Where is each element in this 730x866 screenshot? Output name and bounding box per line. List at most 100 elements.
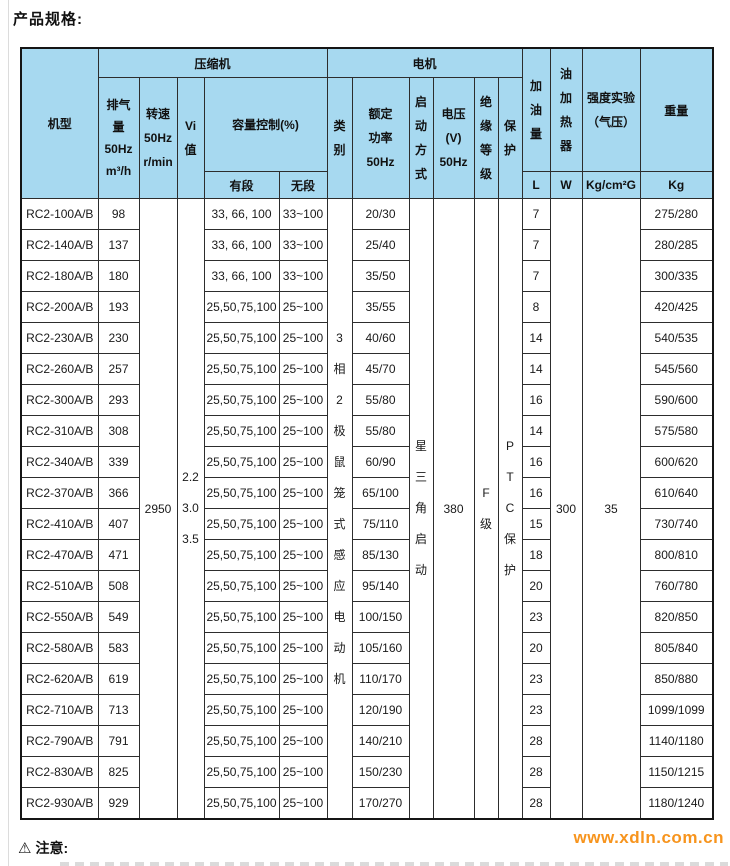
- cell-oil-charge: 28: [521, 787, 551, 820]
- header-weight: 重量: [639, 47, 714, 172]
- cell-model: RC2-180A/B: [20, 260, 99, 292]
- cell-rated-power: 20/30: [351, 198, 410, 230]
- cell-start-mode-merged: 星 三 角 启 动: [408, 198, 434, 820]
- cell-staged: 25,50,75,100: [203, 539, 280, 571]
- cell-rated-power: 140/210: [351, 725, 410, 757]
- cell-displacement: 825: [97, 756, 140, 788]
- cell-weight: 575/580: [639, 415, 714, 447]
- spec-table-body: RC2-100A/B 98 2950 2.2 3.0 3.5 33, 66, 100 33…: [20, 198, 714, 820]
- cell-model: RC2-410A/B: [20, 508, 99, 540]
- cell-rated-power: 75/110: [351, 508, 410, 540]
- table-row: RC2-230A/B 230 25,50,75,100 25~100 40/60 14 54…: [20, 322, 714, 354]
- cell-staged: 25,50,75,100: [203, 322, 280, 354]
- cell-weight: 1140/1180: [639, 725, 714, 757]
- cell-weight: 545/560: [639, 353, 714, 385]
- header-model: 机型: [20, 47, 99, 199]
- cell-displacement: 257: [97, 353, 140, 385]
- cell-staged: 25,50,75,100: [203, 694, 280, 726]
- cell-displacement: 230: [97, 322, 140, 354]
- cell-weight: 420/425: [639, 291, 714, 323]
- cell-stepless: 25~100: [278, 446, 328, 478]
- cell-weight: 275/280: [639, 198, 714, 230]
- cell-stepless: 33~100: [278, 260, 328, 292]
- cell-oil-charge: 15: [521, 508, 551, 540]
- cell-weight: 1180/1240: [639, 787, 714, 820]
- cell-model: RC2-510A/B: [20, 570, 99, 602]
- cell-staged: 25,50,75,100: [203, 570, 280, 602]
- cell-staged: 33, 66, 100: [203, 260, 280, 292]
- header-speed: 转速 50Hz r/min: [138, 77, 178, 199]
- cell-stepless: 25~100: [278, 787, 328, 820]
- header-compressor-group: 压缩机: [97, 47, 328, 78]
- unit-heater: W: [549, 171, 583, 199]
- cell-displacement: 308: [97, 415, 140, 447]
- cell-displacement: 713: [97, 694, 140, 726]
- cell-model: RC2-790A/B: [20, 725, 99, 757]
- cell-model: RC2-310A/B: [20, 415, 99, 447]
- header-protection: 保 护: [497, 77, 523, 199]
- cell-displacement: 293: [97, 384, 140, 416]
- warning-icon: ⚠: [18, 839, 32, 857]
- cell-displacement: 407: [97, 508, 140, 540]
- cell-stepless: 25~100: [278, 756, 328, 788]
- cell-stepless: 25~100: [278, 694, 328, 726]
- cell-rated-power: 110/170: [351, 663, 410, 695]
- cell-model: RC2-830A/B: [20, 756, 99, 788]
- cell-oil-heater-merged: 300: [549, 198, 583, 820]
- table-row: RC2-830A/B 825 25,50,75,100 25~100 150/230 28…: [20, 756, 714, 788]
- cell-oil-charge: 20: [521, 632, 551, 664]
- cell-stepless: 25~100: [278, 415, 328, 447]
- cell-stepless: 25~100: [278, 601, 328, 633]
- header-insulation: 绝 缘 等 级: [473, 77, 499, 199]
- table-row: RC2-340A/B 339 25,50,75,100 25~100 60/90 16 60…: [20, 446, 714, 478]
- cell-displacement: 193: [97, 291, 140, 323]
- cell-oil-charge: 23: [521, 694, 551, 726]
- header-capacity-control: 容量控制(%): [203, 77, 328, 172]
- cell-oil-charge: 23: [521, 601, 551, 633]
- cell-oil-charge: 14: [521, 353, 551, 385]
- cell-staged: 25,50,75,100: [203, 477, 280, 509]
- cell-staged: 25,50,75,100: [203, 601, 280, 633]
- cell-staged: 25,50,75,100: [203, 415, 280, 447]
- cell-model: RC2-230A/B: [20, 322, 99, 354]
- cell-displacement: 366: [97, 477, 140, 509]
- cell-model: RC2-930A/B: [20, 787, 99, 820]
- header-vi: Vi 值: [176, 77, 205, 199]
- cell-oil-charge: 14: [521, 415, 551, 447]
- header-start-mode: 启 动 方 式: [408, 77, 434, 199]
- cell-weight: 590/600: [639, 384, 714, 416]
- cell-protection-merged: P T C 保 护: [497, 198, 523, 820]
- website-link[interactable]: www.xdln.com.cn: [573, 828, 724, 847]
- cell-staged: 25,50,75,100: [203, 353, 280, 385]
- cell-rated-power: 45/70: [351, 353, 410, 385]
- cell-oil-charge: 7: [521, 260, 551, 292]
- table-row: RC2-300A/B 293 25,50,75,100 25~100 55/80 16 59…: [20, 384, 714, 416]
- cell-displacement: 471: [97, 539, 140, 571]
- cell-oil-charge: 16: [521, 446, 551, 478]
- cell-model: RC2-300A/B: [20, 384, 99, 416]
- header-displacement: 排气 量 50Hz m³/h: [97, 77, 140, 199]
- cell-category-merged: 3 相 2 极 鼠 笼 式 感 应 电 动 机: [326, 198, 353, 820]
- cell-weight: 280/285: [639, 229, 714, 261]
- cell-rated-power: 40/60: [351, 322, 410, 354]
- cell-voltage-merged: 380: [432, 198, 475, 820]
- cell-oil-charge: 14: [521, 322, 551, 354]
- table-row: RC2-140A/B 137 33, 66, 100 33~100 25/40 7 280/…: [20, 229, 714, 261]
- cell-weight: 540/535: [639, 322, 714, 354]
- cell-model: RC2-260A/B: [20, 353, 99, 385]
- cell-stepless: 25~100: [278, 632, 328, 664]
- cell-staged: 25,50,75,100: [203, 446, 280, 478]
- table-row: RC2-200A/B 193 25,50,75,100 25~100 35/55 8 420…: [20, 291, 714, 323]
- cell-staged: 25,50,75,100: [203, 508, 280, 540]
- cell-oil-charge: 7: [521, 198, 551, 230]
- cell-rated-power: 85/130: [351, 539, 410, 571]
- cell-model: RC2-470A/B: [20, 539, 99, 571]
- cell-weight: 805/840: [639, 632, 714, 664]
- cell-strength-merged: 35: [581, 198, 641, 820]
- product-spec-table: 机型 压缩机 电机 加 油 量 油 加 热 器 强度实验 （气压） 重量 排气 …: [20, 47, 714, 820]
- cell-weight: 600/620: [639, 446, 714, 478]
- cell-stepless: 25~100: [278, 322, 328, 354]
- cell-staged: 25,50,75,100: [203, 787, 280, 820]
- cell-stepless: 33~100: [278, 229, 328, 261]
- cell-oil-charge: 16: [521, 477, 551, 509]
